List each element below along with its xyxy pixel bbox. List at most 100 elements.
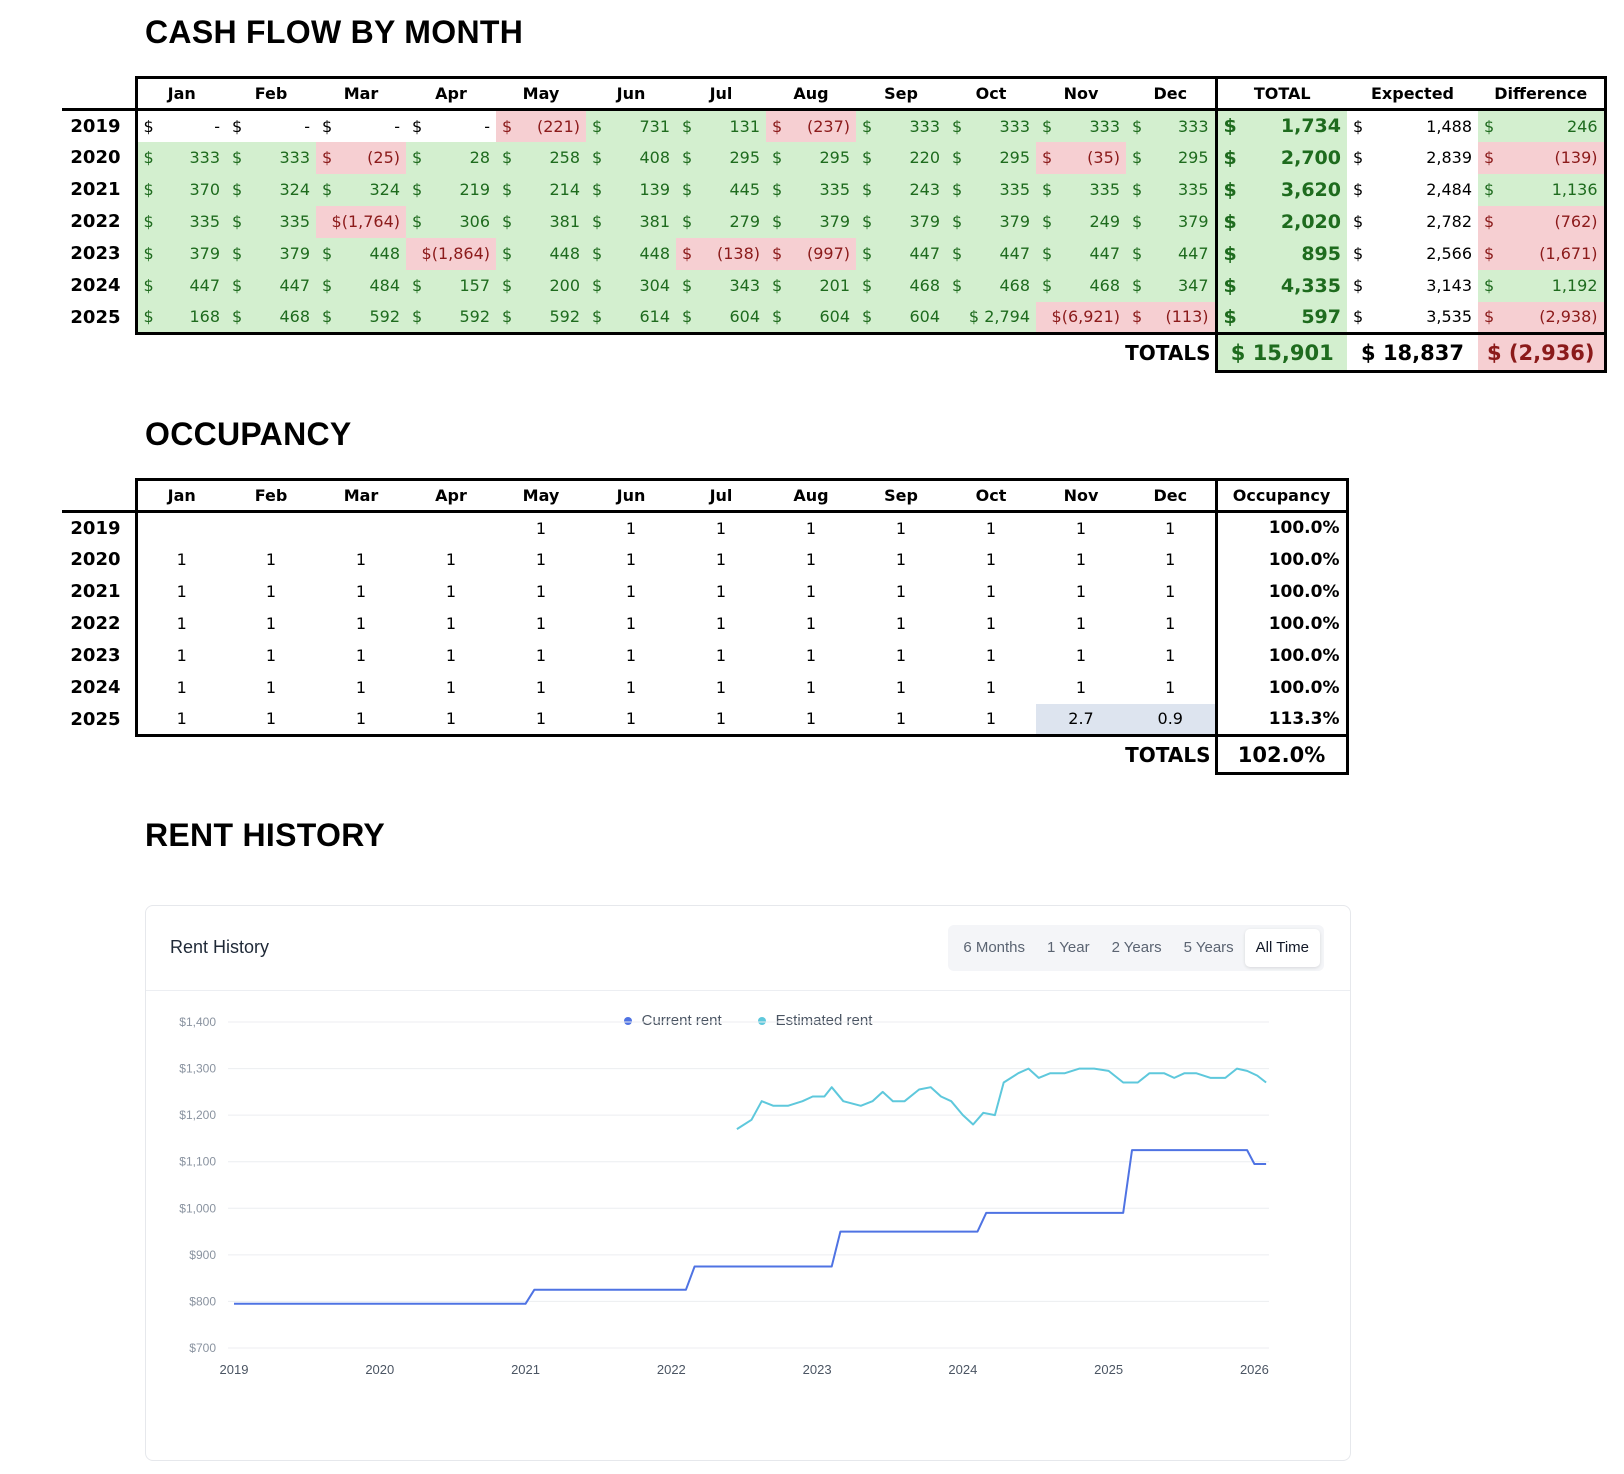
cashflow-row: 2019 $ - $ - $ - $ - $ (221) $731 $131 $ (237) $333 $333… bbox=[62, 109, 1607, 142]
range-button-1-year[interactable]: 1 Year bbox=[1047, 939, 1090, 956]
currency-symbol: $ bbox=[143, 212, 154, 231]
currency-symbol: $ bbox=[1042, 148, 1053, 167]
x-tick-label: 2022 bbox=[657, 1362, 686, 1377]
range-button-2-years[interactable]: 2 Years bbox=[1111, 939, 1162, 956]
occupancy-cell bbox=[226, 512, 316, 544]
row-total: $2,700 bbox=[1214, 141, 1347, 174]
y-tick-label: $1,300 bbox=[179, 1062, 216, 1076]
cell-value: 447 bbox=[1177, 244, 1209, 263]
cell-value: 335 bbox=[819, 180, 850, 199]
month-header: May bbox=[496, 478, 586, 513]
x-tick-label: 2026 bbox=[1240, 1362, 1269, 1377]
occupancy-cell: 1 bbox=[805, 550, 817, 569]
cell-value: 324 bbox=[369, 180, 400, 199]
occupancy-cell: 1 bbox=[134, 671, 226, 704]
row-total: $895 bbox=[1214, 237, 1347, 270]
currency-symbol: $ bbox=[143, 148, 154, 167]
cell-value: 335 bbox=[999, 180, 1030, 199]
cell-value: 335 bbox=[189, 212, 220, 231]
row-total: $1,734 bbox=[1214, 109, 1347, 142]
year-label: 2022 bbox=[70, 211, 121, 232]
cashflow-cell: $ - bbox=[226, 109, 316, 142]
summary-header: Difference bbox=[1478, 76, 1607, 111]
y-tick-label: $800 bbox=[189, 1294, 216, 1308]
range-button-6-months[interactable]: 6 Months bbox=[963, 939, 1026, 956]
cashflow-cell: $333 bbox=[1126, 109, 1216, 142]
occupancy-cell: 1 bbox=[625, 518, 637, 538]
range-button-all-time[interactable]: All Time bbox=[1244, 929, 1320, 967]
corner-cell bbox=[62, 77, 136, 111]
currency-symbol: $ bbox=[502, 116, 513, 136]
cashflow-cell: $381 bbox=[586, 205, 676, 238]
summary-header: Expected bbox=[1347, 76, 1478, 111]
cell-value: 592 bbox=[459, 307, 490, 327]
occupancy-cell: 1 bbox=[265, 550, 277, 569]
occupancy-cell: 1 bbox=[1075, 518, 1087, 538]
rent-history-chart: $700 $800 $900 $1,000 $1,100 $1,200 $1,300 $1,4… bbox=[179, 1015, 1269, 1377]
cashflow-cell: $447 bbox=[946, 237, 1036, 270]
cell-value: 333 bbox=[279, 148, 310, 167]
currency-symbol: $ bbox=[412, 212, 423, 231]
cashflow-cell: $168 bbox=[134, 301, 226, 335]
cashflow-cell: $ - bbox=[406, 109, 496, 142]
currency-symbol: $ bbox=[1353, 180, 1364, 199]
rent-history-card: Rent History 6 Months 1 Year 2 Years 5 Year… bbox=[145, 905, 1351, 1461]
currency-symbol: $ bbox=[1132, 148, 1143, 167]
cell-value: 408 bbox=[639, 148, 670, 167]
difference-value: (762) bbox=[1554, 212, 1598, 231]
currency-symbol: $ bbox=[592, 307, 603, 327]
occupancy-cell: 1 bbox=[805, 614, 817, 633]
cell-value: 379 bbox=[279, 244, 310, 263]
total-value: 1,734 bbox=[1280, 115, 1341, 138]
legend-label: Current rent bbox=[641, 1012, 722, 1029]
row-total: $2,020 bbox=[1214, 205, 1347, 238]
grid-lines: $700 $800 $900 $1,000 $1,100 $1,200 $1,300 $1,4… bbox=[179, 1015, 1269, 1355]
occupancy-cell: 1 bbox=[985, 678, 997, 697]
cell-value: 333 bbox=[1177, 116, 1209, 136]
range-button-5-years[interactable]: 5 Years bbox=[1183, 939, 1234, 956]
occupancy-pct: 100.0% bbox=[1214, 607, 1349, 640]
expected-value: 2,839 bbox=[1426, 148, 1472, 167]
cashflow-totals-row: TOTALS $ 15,901 $ 18,837 $ (2,936) bbox=[62, 333, 1607, 373]
occupancy-pct: 100.0% bbox=[1214, 543, 1349, 576]
cell-value: 448 bbox=[549, 244, 580, 263]
currency-symbol: $ bbox=[412, 180, 423, 199]
cashflow-cell: $592 bbox=[316, 301, 406, 335]
cashflow-cell: $ (35) bbox=[1036, 141, 1126, 174]
currency-symbol: $ bbox=[1353, 148, 1364, 167]
cell-value: 468 bbox=[999, 276, 1030, 295]
cashflow-cell: $448 bbox=[586, 237, 676, 270]
currency-symbol: $ bbox=[772, 180, 783, 199]
cashflow-cell: $448 bbox=[496, 237, 586, 270]
currency-symbol: $ bbox=[772, 244, 783, 263]
cashflow-cell: $(1,764) bbox=[316, 205, 406, 238]
occupancy-cell: 1 bbox=[1165, 518, 1176, 538]
cashflow-cell: $448 bbox=[316, 237, 406, 270]
occupancy-cell: 1 bbox=[805, 518, 817, 538]
cashflow-cell: $592 bbox=[406, 301, 496, 335]
currency-symbol: $ bbox=[1042, 116, 1053, 136]
legend-item[interactable]: Estimated rent bbox=[757, 1012, 872, 1029]
occupancy-cell: 1 bbox=[535, 646, 547, 665]
cell-value: 381 bbox=[549, 212, 580, 231]
cashflow-cell: $333 bbox=[856, 109, 946, 142]
cell-value: 731 bbox=[639, 116, 670, 136]
cell-value: 324 bbox=[279, 180, 310, 199]
cashflow-row: 2020 $333 $333 $ (25) $28 $258 $408 $295 $295 $220… bbox=[62, 141, 1607, 174]
cashflow-cell: $447 bbox=[134, 269, 226, 302]
cell-value: 445 bbox=[729, 180, 760, 199]
occupancy-cell: 1 bbox=[625, 550, 637, 569]
currency-symbol: $ bbox=[682, 148, 693, 167]
currency-symbol: $ bbox=[1223, 146, 1237, 169]
occupancy-cell: 1 bbox=[355, 646, 367, 665]
cashflow-cell: $(6,921) bbox=[1036, 301, 1126, 335]
occupancy-cell: 1 bbox=[355, 678, 367, 697]
occupancy-cell: 1 bbox=[1075, 678, 1087, 697]
legend-item[interactable]: Current rent bbox=[623, 1012, 722, 1029]
cell-value: 468 bbox=[1089, 276, 1120, 295]
currency-symbol: $ bbox=[772, 307, 783, 327]
cell-value: 379 bbox=[819, 212, 850, 231]
cell-value: 333 bbox=[189, 148, 220, 167]
row-expected: $1,488 bbox=[1347, 109, 1478, 142]
currency-symbol: $ bbox=[592, 276, 603, 295]
